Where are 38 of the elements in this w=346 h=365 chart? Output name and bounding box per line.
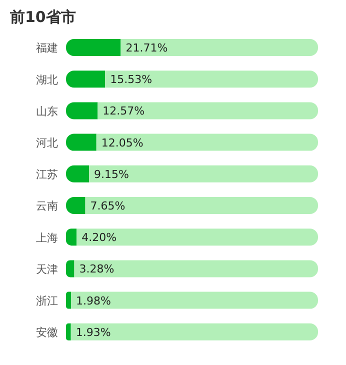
bar bbox=[105, 70, 318, 88]
bar bbox=[66, 70, 106, 88]
y-tick-label: 河北 bbox=[36, 136, 58, 150]
data-label: 12.57% bbox=[102, 104, 145, 118]
bar bbox=[66, 39, 121, 56]
y-tick-label: 江苏 bbox=[36, 168, 58, 182]
y-tick-label: 湖北 bbox=[36, 73, 58, 86]
y-tick-label: 山东 bbox=[36, 104, 58, 118]
y-tick-label: 云南 bbox=[36, 200, 58, 213]
bar bbox=[66, 260, 74, 278]
data-label: 4.20% bbox=[82, 231, 117, 244]
y-tick-label: 福建 bbox=[36, 42, 58, 55]
data-label: 9.15% bbox=[94, 168, 130, 181]
y-tick-label: 安徽 bbox=[36, 326, 58, 340]
bar bbox=[120, 39, 318, 56]
data-label: 3.28% bbox=[79, 262, 114, 276]
bar bbox=[85, 197, 318, 214]
chart-title: 前10省市 bbox=[10, 8, 77, 28]
bar bbox=[70, 292, 318, 309]
bar bbox=[76, 228, 318, 246]
data-label: 1.93% bbox=[76, 326, 111, 339]
y-tick-label: 天津 bbox=[36, 262, 58, 276]
bar bbox=[66, 292, 71, 309]
y-tick-label: 浙江 bbox=[36, 294, 58, 308]
bar bbox=[89, 165, 318, 182]
data-label: 1.98% bbox=[76, 294, 111, 308]
y-tick-label: 上海 bbox=[36, 231, 58, 244]
bar bbox=[74, 260, 318, 278]
bar bbox=[66, 102, 98, 120]
bar bbox=[96, 134, 318, 151]
data-label: 21.71% bbox=[126, 42, 168, 54]
data-label: 12.05% bbox=[101, 136, 144, 150]
data-label: 7.65% bbox=[90, 200, 126, 212]
bar bbox=[98, 102, 318, 120]
bar bbox=[70, 323, 318, 340]
data-label: 15.53% bbox=[110, 73, 152, 86]
bar bbox=[66, 323, 71, 340]
bar bbox=[66, 134, 96, 151]
